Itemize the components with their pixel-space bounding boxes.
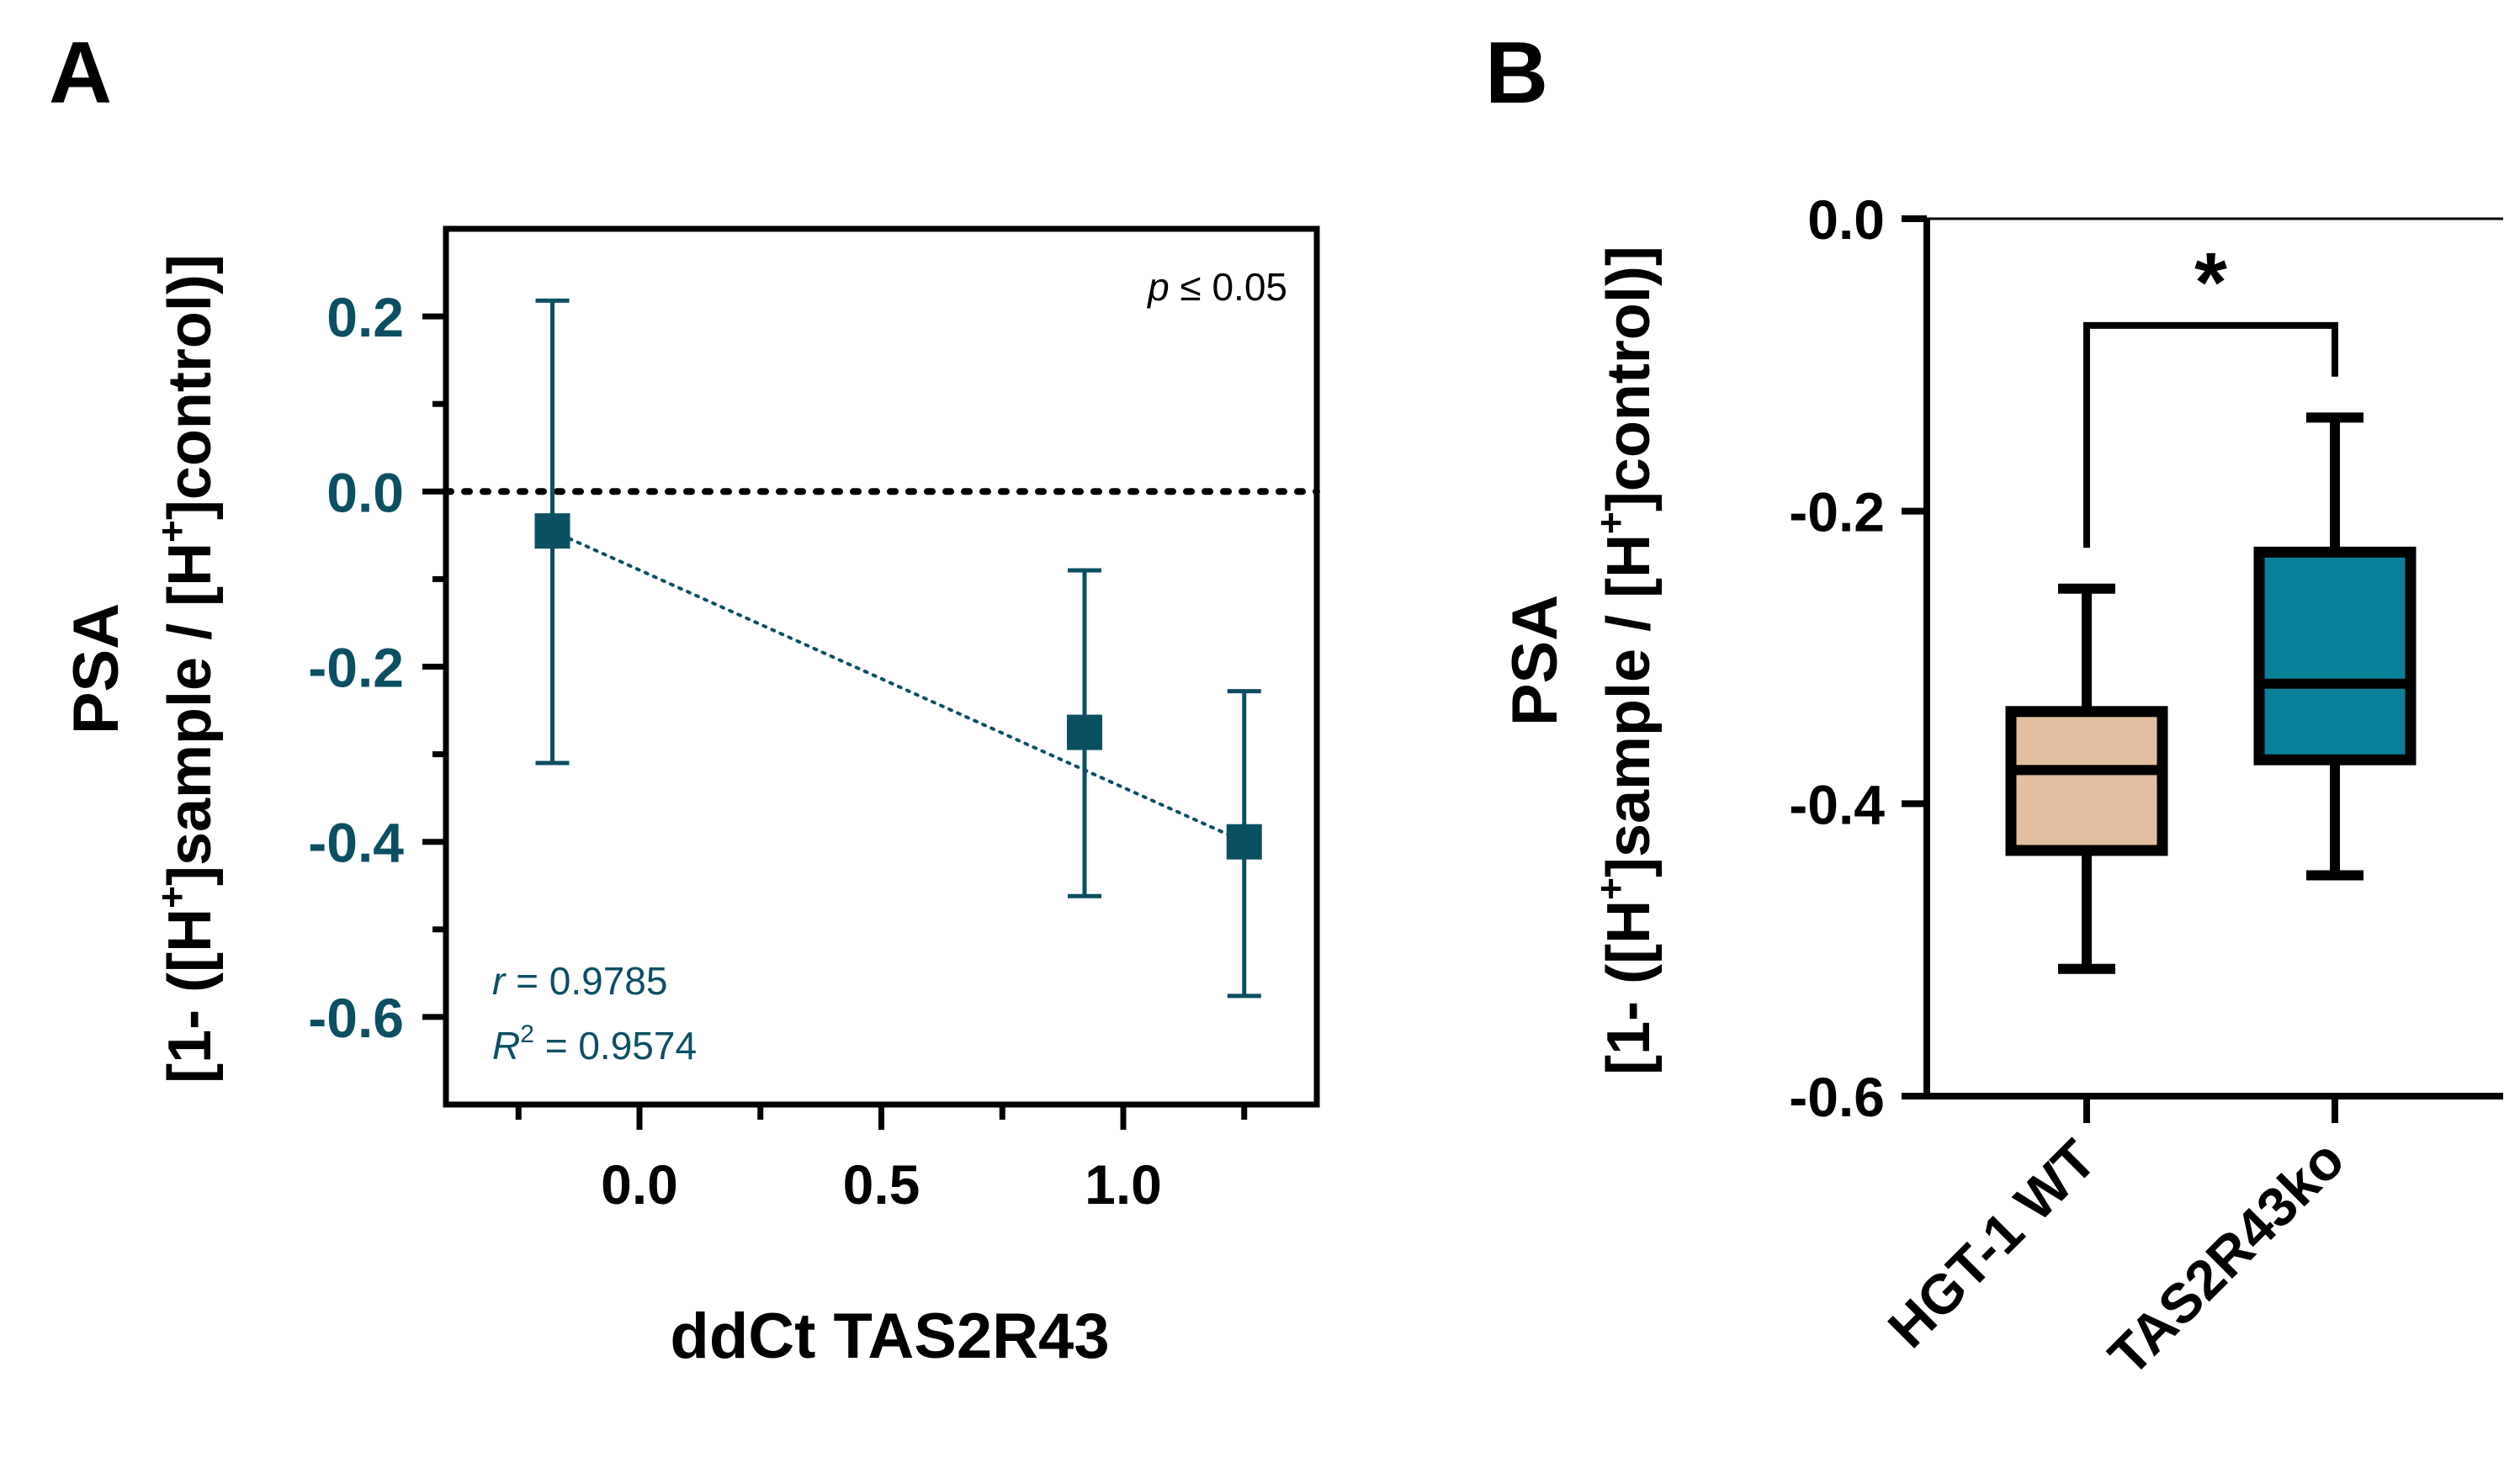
y-label-b-part: ]control)] (1595, 246, 1663, 511)
y-tick-label-b: 0.0 (1807, 188, 1885, 251)
y-label-b-part: [1- ([H (1595, 900, 1663, 1075)
r-annotation: r = 0.9785 (492, 959, 667, 1003)
r-rest: = 0.9785 (505, 959, 667, 1003)
p-italic: p (1146, 265, 1170, 309)
panel-a-letter: A (49, 24, 112, 122)
panel-b-letter: B (1485, 24, 1548, 122)
box-1 (2253, 546, 2417, 766)
y-tick-label-a: -0.6 (308, 987, 404, 1049)
y-axis-label-a-line1: PSA (61, 603, 132, 734)
y-label-a-part: [1- ([H (157, 909, 224, 1084)
y-tick-label-a: -0.2 (308, 637, 404, 699)
y-axis-label-b: PSA[1- ([H+]sample / [H+]control)] (1499, 246, 1663, 1075)
box-0 (2005, 706, 2168, 856)
x-tick-label-a: 1.0 (1085, 1153, 1162, 1216)
y-label-a-part: ]sample / [H (157, 543, 224, 886)
significance-bracket (2083, 321, 2338, 548)
y-label-a-part: ]control)] (157, 254, 224, 520)
data-point-1 (1067, 714, 1102, 750)
y-tick-label-a: 0.2 (326, 286, 404, 348)
y-label-a-superscript: + (150, 520, 194, 543)
r2-rest: = 0.9574 (534, 1024, 697, 1068)
y-axis-label-b-line2: [1- ([H+]sample / [H+]control)] (1589, 246, 1663, 1075)
x-tick-label-a: 0.5 (843, 1153, 920, 1216)
panel-a-scatter: 0.2 0.0 -0.2 -0.4 -0.6 0.0 0.5 1.0 p ≤ 0.05 r = 0… (61, 225, 1320, 1372)
y-axis-label-a-line2: [1- ([H+]sample / [H+]control)] (150, 254, 224, 1084)
p-rest: ≤ 0.05 (1170, 265, 1287, 309)
y-tick-label-b: -0.4 (1789, 773, 1885, 835)
x-tick-label-a: 0.0 (601, 1153, 678, 1216)
x-axis-label-a: ddCt TAS2R43 (670, 1301, 1109, 1372)
p-value-annotation: p ≤ 0.05 (1146, 265, 1287, 309)
y-label-b-superscript: + (1589, 877, 1632, 900)
significance-star: * (2194, 236, 2227, 330)
r2-sup: 2 (520, 1020, 534, 1048)
y-tick-label-b: -0.2 (1789, 481, 1885, 543)
regression-line (550, 529, 1246, 844)
r2-italic: R (492, 1024, 520, 1068)
data-point-2 (1226, 824, 1262, 860)
y-axis-label-b-line1: PSA (1499, 595, 1571, 726)
data-point-0 (534, 513, 570, 549)
r-italic: r (492, 959, 507, 1003)
y-tick-label-a: 0.0 (326, 461, 404, 523)
y-label-a-superscript: + (150, 886, 194, 909)
category-label-0: HGT-1 WT (1876, 1128, 2108, 1359)
y-axis-label-a: PSA[1- ([H+]sample / [H+]control)] (61, 254, 224, 1084)
y-label-b-part: ]sample / [H (1595, 534, 1663, 877)
category-label-1: TAS2R43ko (2097, 1128, 2356, 1387)
y-tick-label-b: -0.6 (1789, 1066, 1885, 1128)
y-label-b-superscript: + (1589, 511, 1632, 534)
r2-annotation: R2 = 0.9574 (492, 1020, 697, 1068)
y-tick-label-a: -0.4 (308, 812, 404, 874)
